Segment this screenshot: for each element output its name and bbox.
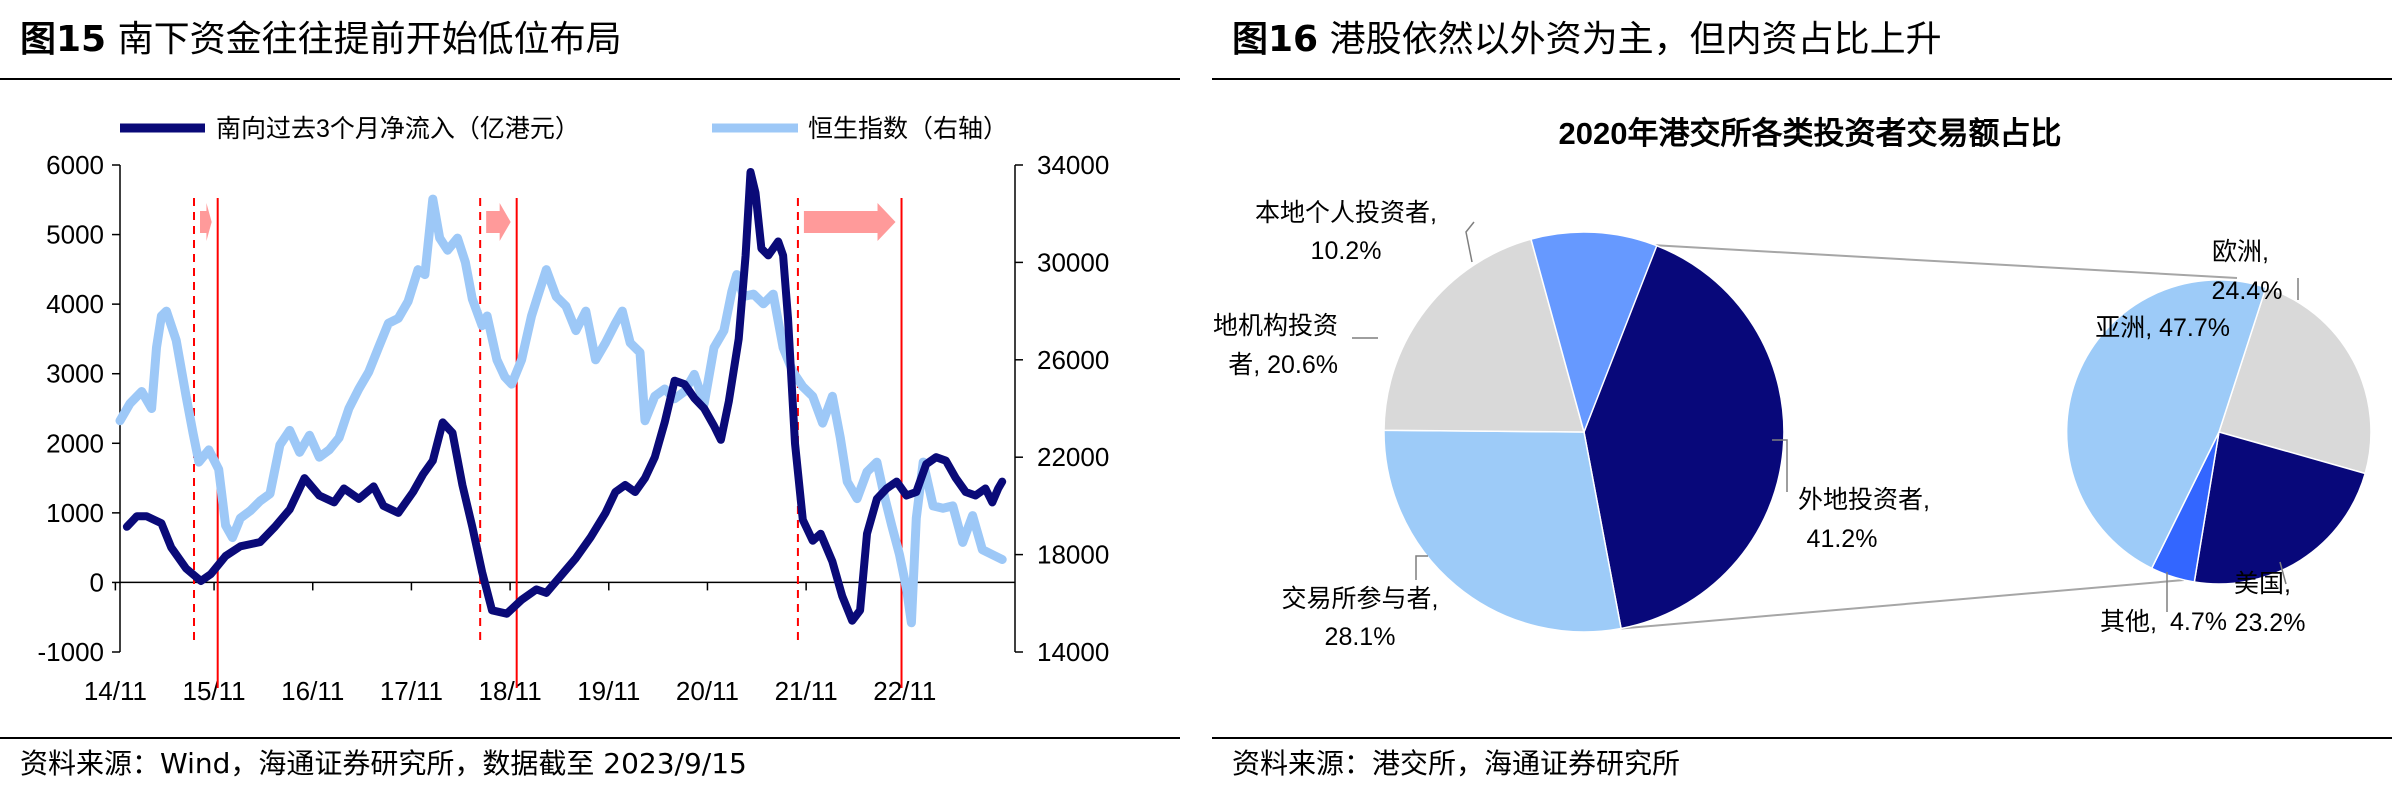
label-exchange-name: 交易所参与者, [1282,585,1439,613]
right-figure-panel: 图16 港股依然以外资为主，但内资占比上升 资料来源：港交所，海通证券研究所 2… [1212,0,2392,792]
label-institutional-line2: 者, 20.6% [1228,351,1338,379]
line-chart: 南向过去3个月净流入（亿港元） 恒生指数（右轴） 6000 5000 4000 300… [38,115,1110,706]
label-usa-name: 美国, [2234,570,2291,598]
pie-labels: 外地投资者, 41.2% 交易所参与者, 28.1% 本地机构投资者, 20.6% 本地个… [1212,199,2305,651]
label-foreign-value: 41.2% [1807,525,1878,553]
y-left-tick-label: 0 [90,567,104,597]
label-exchange-value: 28.1% [1325,623,1396,651]
y-right-tick-label: 30000 [1037,247,1109,277]
leader-exchange [1415,555,1428,580]
left-figure-label: 图15 [20,19,107,60]
x-tick-label: 19/11 [577,676,640,706]
label-usa-value: 23.2% [2235,609,2306,637]
x-tick-label: 18/11 [479,676,542,706]
subpie-slice-asia [2065,279,2267,570]
x-tick-label: 20/11 [676,676,739,706]
series-line-hsi [115,194,1007,628]
x-tick-label: 22/11 [873,676,936,706]
label-institutional-line1: 本地机构投资 [1212,312,1338,340]
leader-individual [1465,221,1475,263]
subpie-slice-europe [2218,286,2372,475]
right-figure-title-text: 港股依然以外资为主，但内资占比上升 [1329,19,1942,60]
label-other-value: 4.7% [2170,608,2227,636]
left-bottom-rule [0,737,1180,739]
y-right-tick-label: 18000 [1037,540,1109,570]
legend-label-hsi: 恒生指数（右轴） [808,115,1008,143]
right-figure-title: 图16 港股依然以外资为主，但内资占比上升 [1232,18,1942,62]
leader-foreign [1772,439,1788,492]
y-right-tick-label: 22000 [1037,442,1109,472]
y-left-tick-label: 4000 [46,289,104,319]
left-source-note: 资料来源：Wind，海通证券研究所，数据截至 2023/9/15 [20,747,747,780]
line-chart-axes: 6000 5000 4000 3000 2000 1000 0 -1000 34000 30000… [38,150,1110,706]
line-chart-legend: 南向过去3个月净流入（亿港元） 恒生指数（右轴） [120,115,1008,143]
pie-slice-local-institutional [1383,238,1585,433]
y-left-tick-label: -1000 [38,637,105,667]
x-tick-label: 17/11 [380,676,443,706]
connector-line-top [1655,244,2238,279]
left-top-rule [0,78,1180,80]
y-left-tick-label: 1000 [46,498,104,528]
pie-connectors [1620,244,2238,630]
right-figure-label: 图16 [1232,19,1319,60]
series-line-southbound [122,168,1007,625]
right-source-note: 资料来源：港交所，海通证券研究所 [1232,747,1681,780]
y-right-tick-label: 26000 [1037,345,1109,375]
y-left-tick-label: 5000 [46,220,104,250]
main-pie [1383,231,1785,633]
subpie-slice-usa [2193,431,2367,585]
pie-chart-title: 2020年港交所各类投资者交易额占比 [1559,116,2062,151]
y-left-tick-label: 3000 [46,359,104,389]
right-top-rule [1212,78,2392,80]
label-individual-name: 本地个人投资者, [1255,199,1437,227]
marker-arrow-1 [200,203,212,241]
x-tick-label: 14/11 [84,676,147,706]
y-left-tick-label: 2000 [46,428,104,458]
label-individual-value: 10.2% [1311,237,1382,265]
label-europe-name: 欧洲, [2212,238,2269,266]
pie-slice-exchange-participants [1383,429,1622,633]
right-bottom-rule [1212,737,2392,739]
label-asia: 亚洲, 47.7% [2095,314,2230,342]
y-right-tick-label: 34000 [1037,150,1109,180]
x-tick-label: 16/11 [281,676,344,706]
label-foreign-name: 外地投资者, [1798,486,1930,514]
pie-slice-local-individual [1530,231,1658,435]
x-tick-label: 21/11 [775,676,838,706]
marker-arrow-2 [486,203,511,241]
left-figure-title: 图15 南下资金往往提前开始低位布局 [20,18,622,62]
connector-line-bottom [1620,579,2185,630]
marker-arrow-3 [803,203,896,241]
x-tick-label: 15/11 [183,676,246,706]
label-europe-value: 24.4% [2212,277,2283,305]
left-figure-panel: 图15 南下资金往往提前开始低位布局 资料来源：Wind，海通证券研究所，数据截… [0,0,1180,792]
line-chart-series [115,168,1007,628]
pie-chart: 2020年港交所各类投资者交易额占比 外地投资者, 41.2% 交易所参与者, 28.… [1212,116,2372,651]
sub-pie [2065,279,2372,585]
legend-label-southbound: 南向过去3个月净流入（亿港元） [216,115,580,143]
label-other-name: 其他, [2100,608,2157,636]
left-figure-title-text: 南下资金往往提前开始低位布局 [117,19,622,60]
pie-leader-lines [1352,221,2299,612]
pie-slice-foreign-investors [1583,244,1785,630]
y-left-tick-label: 6000 [46,150,104,180]
leader-usa [2279,561,2287,585]
y-right-tick-label: 14000 [1037,637,1109,667]
